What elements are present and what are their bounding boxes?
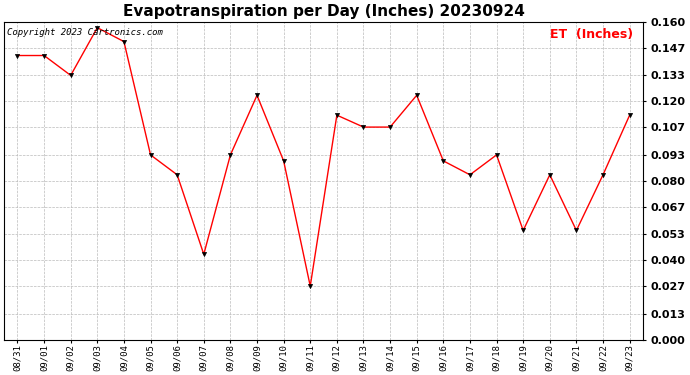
Title: Evapotranspiration per Day (Inches) 20230924: Evapotranspiration per Day (Inches) 2023… [123, 4, 524, 19]
Text: ET  (Inches): ET (Inches) [550, 28, 633, 41]
Text: Copyright 2023 Cartronics.com: Copyright 2023 Cartronics.com [8, 28, 164, 37]
